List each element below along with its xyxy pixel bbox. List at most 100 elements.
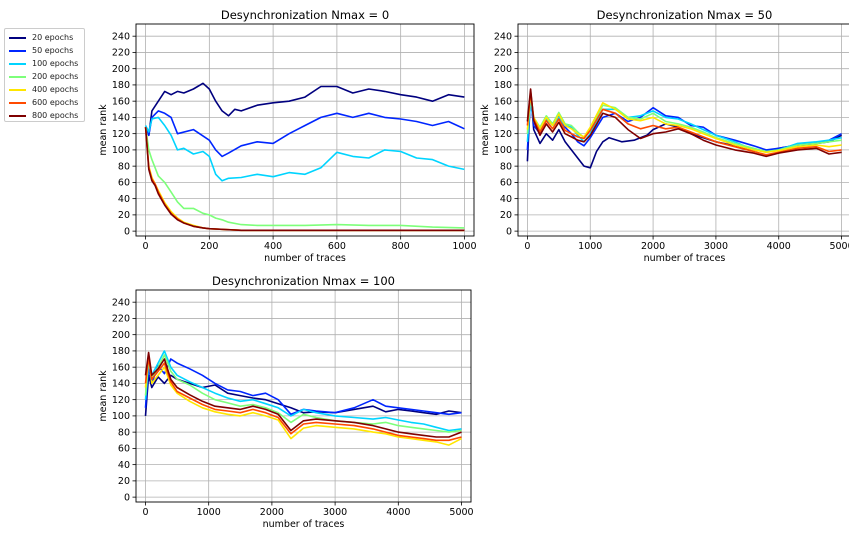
x-tick-label: 1000: [197, 507, 221, 518]
subplot-3: 0 1000 2000 3000 4000 5000 0 20 40 60 80 100 120 140 1…: [98, 274, 474, 530]
x-tick-label: 200: [200, 241, 218, 252]
series-line-800-epochs: [526, 88, 842, 158]
x-tick-label: 4000: [767, 241, 791, 252]
series-line-600-epochs: [144, 356, 462, 442]
legend-entry: 200 epochs: [9, 70, 84, 83]
y-tick-label: 100: [494, 145, 512, 156]
legend-swatch: [9, 101, 26, 104]
legend-label: 50 epochs: [32, 46, 74, 55]
series-line-50-epochs: [144, 110, 465, 158]
y-tick-label: 100: [112, 145, 130, 156]
series-group: [144, 82, 465, 232]
x-axis-label: number of traces: [264, 253, 346, 264]
series-line-200-epochs: [144, 354, 462, 433]
x-tick-label: 2000: [260, 507, 284, 518]
y-tick-label: 120: [112, 395, 130, 406]
series-line-20-epochs: [144, 374, 462, 416]
legend-label: 800 epochs: [32, 111, 79, 120]
y-tick-label: 160: [112, 362, 130, 373]
y-tick-label: 120: [112, 129, 130, 140]
y-tick-label: 40: [118, 460, 130, 471]
y-axis-label: mean rank: [480, 104, 491, 156]
x-tick-label: 400: [264, 241, 282, 252]
y-tick-label: 100: [112, 411, 130, 422]
y-tick-label: 0: [506, 226, 512, 237]
series-line-800-epochs: [144, 351, 462, 438]
x-tick-label: 3000: [323, 507, 347, 518]
x-tick-label: 0: [143, 241, 149, 252]
legend-label: 400 epochs: [32, 85, 79, 94]
x-tick-label: 0: [524, 241, 530, 252]
series-line-20-epochs: [144, 82, 465, 137]
y-tick-label: 180: [112, 80, 130, 91]
y-tick-label: 220: [494, 48, 512, 59]
legend-label: 600 epochs: [32, 98, 79, 107]
y-axis-label: mean rank: [98, 370, 109, 422]
x-tick-label: 0: [142, 507, 148, 518]
y-tick-label: 40: [118, 194, 130, 205]
x-tick-label: 5000: [449, 507, 473, 518]
chart-title: Desynchronization Nmax = 100: [212, 274, 395, 288]
legend-label: 200 epochs: [32, 72, 79, 81]
y-tick-label: 120: [494, 129, 512, 140]
x-tick-label: 600: [328, 241, 346, 252]
legend-label: 100 epochs: [32, 59, 79, 68]
legend-swatch: [9, 88, 26, 91]
y-tick-label: 0: [124, 226, 130, 237]
subplot-1: 0 200 400 600 800 1000 0 20 40 60 80 100 120 140 160 18…: [98, 8, 477, 264]
y-tick-label: 160: [494, 96, 512, 107]
x-tick-label: 1000: [452, 241, 476, 252]
series-line-100-epochs: [144, 350, 462, 432]
x-axis-label: number of traces: [644, 253, 726, 264]
legend-swatch: [9, 49, 26, 52]
y-tick-label: 140: [494, 113, 512, 124]
y-tick-label: 220: [112, 48, 130, 59]
legend-entry: 600 epochs: [9, 96, 84, 109]
series-line-400-epochs: [144, 354, 462, 446]
series-line-800-epochs: [144, 127, 465, 232]
plot-frame: [135, 289, 472, 503]
legend-entry: 50 epochs: [9, 44, 84, 57]
y-tick-label: 0: [124, 492, 130, 503]
legend-entry: 800 epochs: [9, 109, 84, 122]
y-tick-label: 60: [500, 178, 512, 189]
y-tick-label: 160: [112, 96, 130, 107]
y-tick-label: 240: [112, 297, 130, 308]
legend-label: 20 epochs: [32, 33, 74, 42]
x-tick-label: 800: [392, 241, 410, 252]
series-line-50-epochs: [526, 96, 842, 151]
y-tick-label: 80: [500, 161, 512, 172]
legend-swatch: [9, 36, 26, 39]
y-tick-label: 200: [112, 64, 130, 75]
x-tick-label: 3000: [704, 241, 728, 252]
y-tick-label: 40: [500, 194, 512, 205]
y-tick-label: 140: [112, 379, 130, 390]
chart-title: Desynchronization Nmax = 50: [597, 8, 773, 22]
legend-entry: 20 epochs: [9, 31, 84, 44]
series-group: [144, 350, 462, 446]
plot-frame: [517, 23, 849, 237]
legend-swatch: [9, 62, 26, 65]
y-axis-label: mean rank: [98, 104, 109, 156]
x-tick-label: 5000: [829, 241, 849, 252]
x-tick-label: 2000: [641, 241, 665, 252]
legend-entry: 100 epochs: [9, 57, 84, 70]
y-tick-label: 80: [118, 427, 130, 438]
legend-swatch: [9, 75, 26, 78]
series-line-600-epochs: [526, 90, 842, 156]
x-tick-label: 1000: [578, 241, 602, 252]
subplot-2: 0 1000 2000 3000 4000 5000 0 20 40 60 80 100 120 140 1…: [480, 8, 849, 264]
y-tick-label: 20: [118, 476, 130, 487]
series-group: [526, 88, 842, 169]
y-tick-label: 180: [494, 80, 512, 91]
legend-swatch: [9, 114, 26, 117]
y-tick-label: 20: [500, 210, 512, 221]
plot-frame: [135, 23, 475, 237]
series-line-400-epochs: [526, 93, 842, 154]
y-tick-label: 240: [112, 31, 130, 42]
y-tick-label: 200: [494, 64, 512, 75]
x-axis-label: number of traces: [263, 519, 345, 530]
series-line-200-epochs: [144, 127, 465, 229]
legend: 20 epochs 50 epochs 100 epochs 200 epochs 40…: [4, 28, 85, 122]
